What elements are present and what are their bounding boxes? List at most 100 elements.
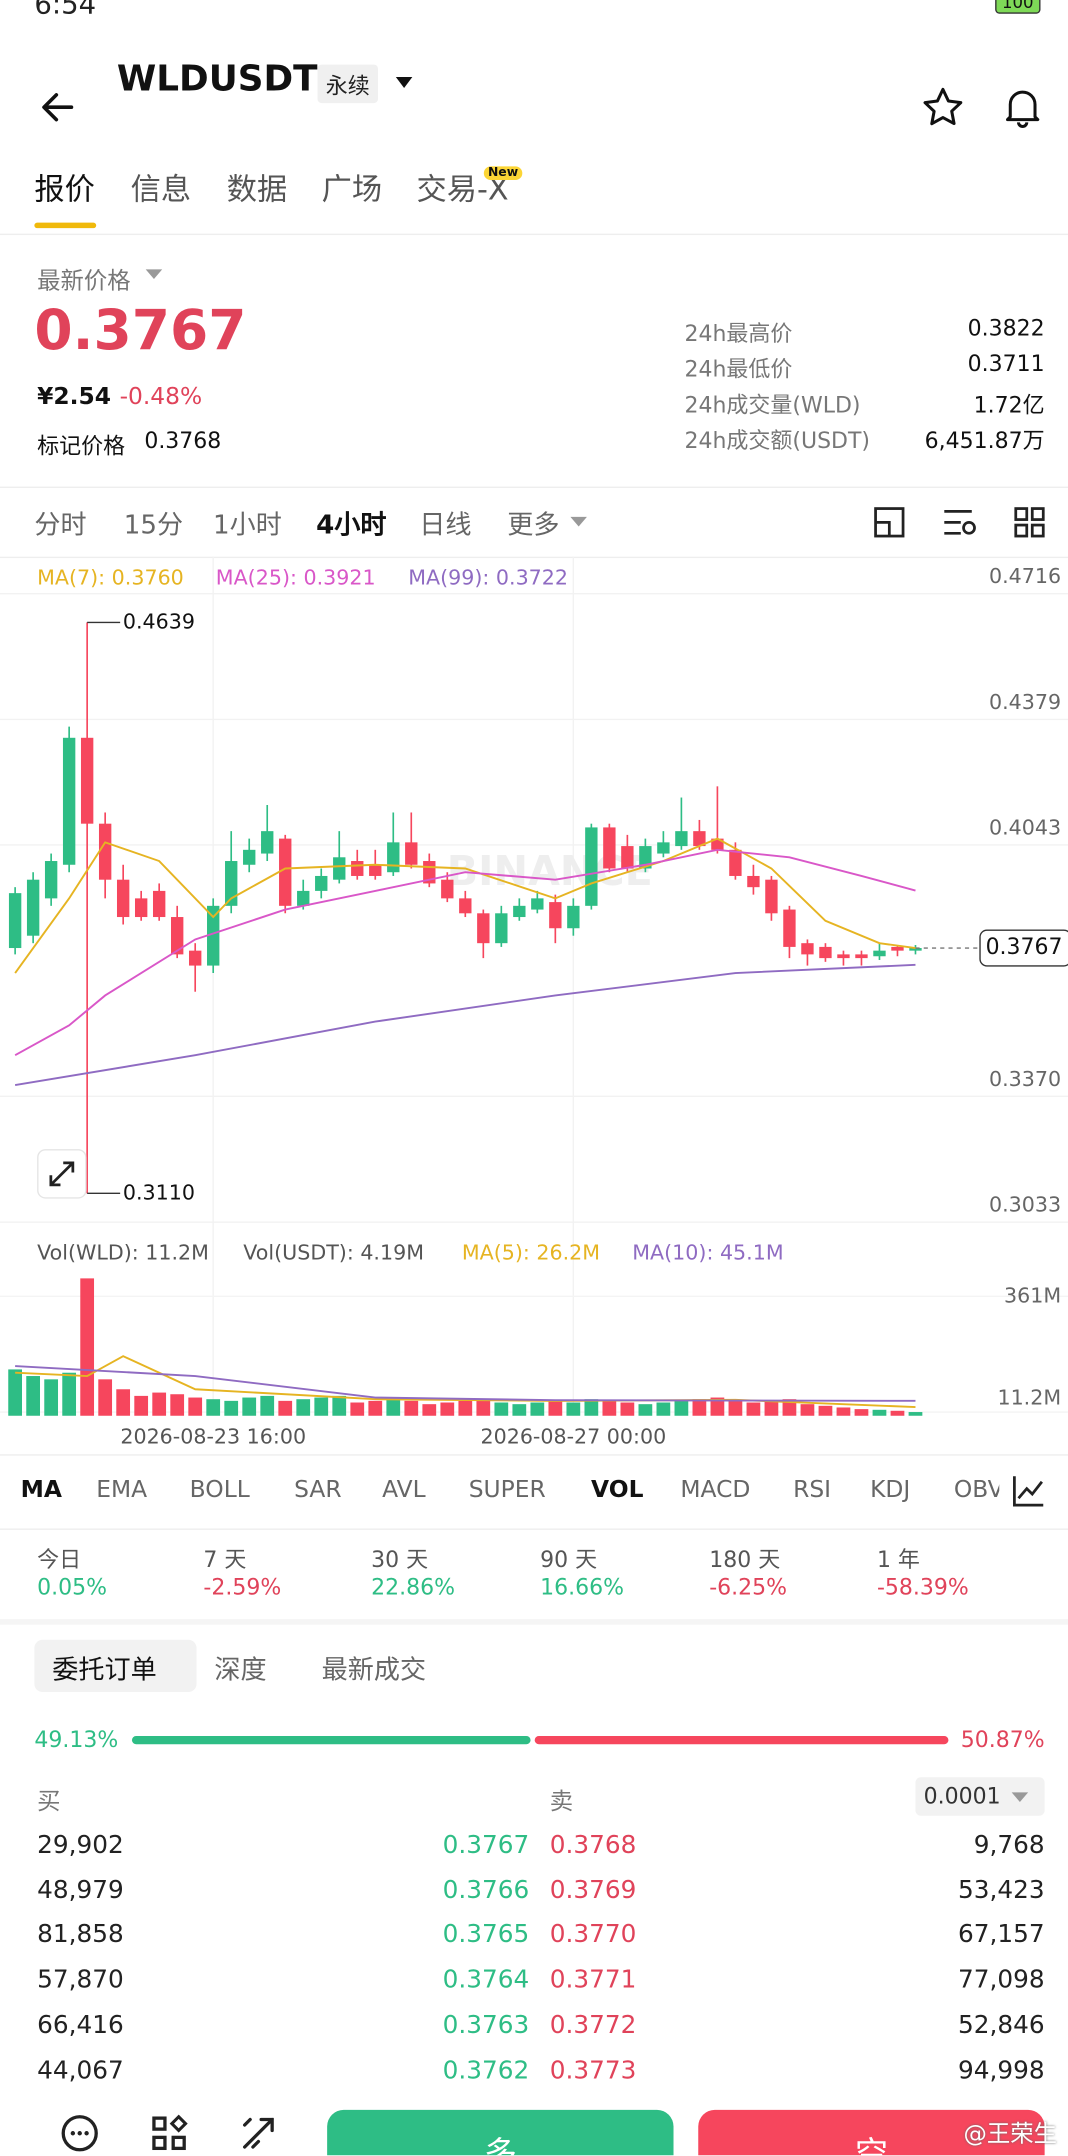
indicator-tab[interactable]: MA xyxy=(20,1476,62,1504)
candle-body xyxy=(44,861,58,899)
stat-value: 1.72亿 xyxy=(973,391,1045,418)
volume-bar xyxy=(494,1402,509,1416)
status-time: 6:54 xyxy=(34,0,97,21)
legend-item: MA(99): 0.3722 xyxy=(408,566,568,590)
interval-tab[interactable]: 1小时 xyxy=(213,509,282,541)
long-button[interactable]: 多 xyxy=(327,2109,674,2156)
volume-bar xyxy=(656,1402,671,1416)
alert-button[interactable] xyxy=(1001,85,1045,129)
short-label: 空 xyxy=(854,2134,888,2156)
volume-bar xyxy=(80,1278,95,1416)
volume-bar xyxy=(368,1400,383,1416)
indicator-tab[interactable]: MACD xyxy=(680,1476,751,1504)
x-tick-label: 2026-08-23 16:00 xyxy=(120,1425,306,1449)
buy-ratio-bar xyxy=(131,1736,531,1745)
volume-bar xyxy=(278,1400,293,1416)
indicator-tab[interactable]: EMA xyxy=(96,1476,148,1504)
tab[interactable]: 信息 xyxy=(130,173,192,208)
indicator-tab[interactable]: AVL xyxy=(382,1476,426,1504)
ask-qty: 9,768 xyxy=(973,1830,1045,1860)
back-button[interactable] xyxy=(38,88,76,126)
period-label: 180 天 xyxy=(709,1546,781,1573)
legend-item: MA(7): 0.3760 xyxy=(37,566,184,590)
precision-select[interactable]: 0.0001 xyxy=(923,1782,1001,1809)
volume-bar xyxy=(458,1400,473,1416)
candle-body xyxy=(477,913,490,944)
candle-body xyxy=(837,954,850,959)
bid-qty: 48,979 xyxy=(37,1875,124,1905)
ask-qty: 94,998 xyxy=(958,2055,1045,2085)
interval-tab[interactable]: 15分 xyxy=(123,509,184,541)
book-tab[interactable]: 委托订单 xyxy=(52,1654,157,1686)
indicator-tab[interactable]: VOL xyxy=(591,1476,644,1504)
indicator-tab[interactable]: OBV xyxy=(953,1476,1000,1504)
tab-indicator xyxy=(34,222,97,229)
y-tick-label: 0.4716 xyxy=(989,564,1061,588)
legend-item: MA(5): 26.2M xyxy=(462,1241,600,1265)
max-marker-label: 0.4639 xyxy=(123,609,195,633)
divider xyxy=(0,486,1068,488)
bid-price: 0.3764 xyxy=(442,1965,530,1995)
bid-qty: 29,902 xyxy=(37,1830,124,1860)
buy-ratio-label: 49.13% xyxy=(34,1726,119,1753)
price-label[interactable]: 最新价格 xyxy=(37,268,131,296)
grid-button[interactable] xyxy=(150,2114,188,2152)
volume-bar xyxy=(332,1395,347,1416)
indicator-tab[interactable]: SAR xyxy=(294,1476,342,1504)
volume-bar xyxy=(566,1402,581,1416)
interval-tab[interactable]: 分时 xyxy=(34,509,87,541)
indicator-tab[interactable]: BOLL xyxy=(189,1476,250,1504)
symbol[interactable]: WLDUSDT xyxy=(116,59,318,101)
volume-bar xyxy=(206,1399,221,1416)
cny-price: ¥2.54 xyxy=(37,383,112,411)
indicator-tab[interactable]: SUPER xyxy=(468,1476,546,1504)
y-tick-label: 0.3370 xyxy=(989,1067,1061,1091)
book-tab[interactable]: 最新成交 xyxy=(321,1654,427,1686)
short-button[interactable]: 空 xyxy=(698,2109,1045,2156)
indicator-tab[interactable]: KDJ xyxy=(870,1476,911,1504)
candle-body xyxy=(495,913,508,944)
candle-body xyxy=(603,827,616,869)
trade-button[interactable] xyxy=(239,2114,277,2152)
volume-bar xyxy=(170,1394,185,1416)
tab[interactable]: 数据 xyxy=(226,173,288,208)
interval-tab[interactable]: 日线 xyxy=(419,509,472,541)
indicator-chart-icon[interactable] xyxy=(1010,1473,1046,1509)
volume-bar xyxy=(404,1400,419,1416)
expand-button[interactable] xyxy=(37,1149,87,1199)
symbol-dropdown[interactable] xyxy=(393,74,415,90)
volume-bar xyxy=(116,1389,131,1416)
tab[interactable]: 广场 xyxy=(321,173,383,208)
period-label: 今日 xyxy=(37,1546,82,1573)
favorite-button[interactable] xyxy=(921,85,965,129)
period-value: 16.66% xyxy=(540,1573,625,1600)
new-badge: New xyxy=(483,166,523,181)
candle-body xyxy=(26,879,40,936)
bid-qty: 57,870 xyxy=(37,1965,124,1995)
interval-tab[interactable]: 更多 xyxy=(507,509,560,541)
period-value: 22.86% xyxy=(371,1573,455,1600)
chart-setting-icon[interactable] xyxy=(873,506,906,539)
indicator-tab[interactable]: RSI xyxy=(793,1476,832,1504)
volume-bar xyxy=(710,1397,725,1416)
stat-label: 24h成交量(WLD) xyxy=(684,391,861,418)
y-tick-label: 0.4043 xyxy=(989,815,1061,839)
indicator-setting-icon[interactable] xyxy=(942,506,978,539)
candle-body xyxy=(315,875,328,891)
interval-tab[interactable]: 4小时 xyxy=(316,509,387,541)
bid-price: 0.3762 xyxy=(442,2055,530,2085)
volume-bar xyxy=(440,1402,455,1416)
more-button[interactable] xyxy=(60,2114,98,2152)
candle-body xyxy=(189,950,202,966)
candle-body xyxy=(171,917,184,955)
layout-icon[interactable] xyxy=(1013,506,1046,539)
volume-bar xyxy=(836,1407,851,1416)
candle-body xyxy=(279,838,292,906)
volume-bar xyxy=(350,1402,365,1416)
volume-bar xyxy=(44,1379,59,1416)
candle-body xyxy=(387,842,400,873)
candle-body xyxy=(711,838,724,850)
tab[interactable]: 报价 xyxy=(34,173,95,208)
volume-bar xyxy=(818,1405,833,1416)
book-tab[interactable]: 深度 xyxy=(214,1654,267,1686)
